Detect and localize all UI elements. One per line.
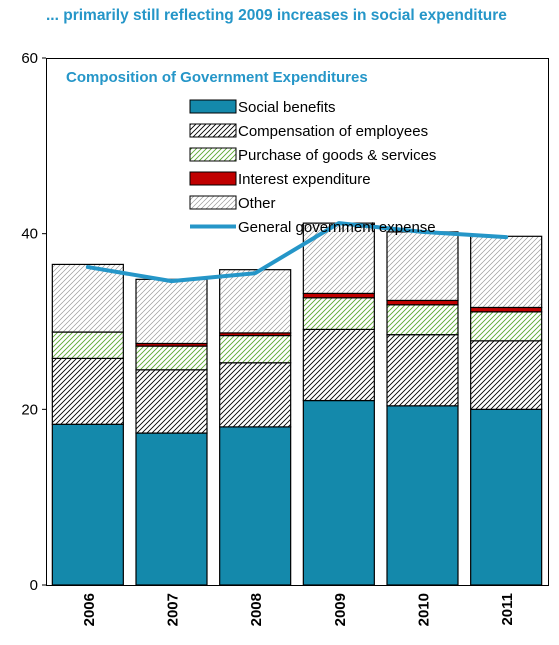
bar-segment-social-benefits: [386, 405, 459, 586]
legend-swatch: [189, 99, 237, 114]
x-tick-label: 2011: [499, 593, 516, 626]
bar-segment-interest-expenditure: [386, 299, 459, 306]
bar-segment-social-benefits: [51, 423, 124, 586]
bar-segment-social-benefits: [135, 432, 208, 586]
bar-segment-other: [470, 235, 543, 309]
bar-segment-purchase-of-goods-services: [302, 297, 375, 331]
header-title: ... primarily still reflecting 2009 incr…: [46, 7, 507, 24]
legend-label: General government expense: [238, 219, 436, 236]
legend-swatch: [189, 195, 237, 210]
bar-segment-compensation-of-employees: [302, 328, 375, 402]
legend-label: Compensation of employees: [238, 123, 428, 140]
y-tick-label: 0: [30, 577, 38, 594]
bar-segment-compensation-of-employees: [219, 362, 292, 428]
x-tick-label: 2010: [416, 593, 433, 626]
legend-label: Interest expenditure: [238, 171, 371, 188]
chart-title: Composition of Government Expenditures: [66, 69, 368, 86]
bar-segment-compensation-of-employees: [135, 369, 208, 434]
bar-segment-social-benefits: [219, 426, 292, 586]
bar-segment-other: [219, 269, 292, 334]
bar-segment-social-benefits: [302, 399, 375, 586]
bar-segment-purchase-of-goods-services: [135, 345, 208, 371]
plot-frame: [46, 58, 549, 586]
legend-swatch: [189, 147, 237, 162]
bar-segment-other: [386, 231, 459, 302]
x-tick-label: 2009: [332, 593, 349, 626]
line-series-group: [85, 221, 509, 284]
legend-label: Social benefits: [238, 99, 336, 116]
legend-swatch: [189, 123, 237, 138]
bar-segment-purchase-of-goods-services: [386, 304, 459, 336]
x-tick-label: 2008: [248, 593, 265, 626]
legend-swatch: [189, 171, 237, 186]
bar-segment-purchase-of-goods-services: [51, 331, 124, 359]
x-tick-label: 2006: [81, 593, 98, 626]
bar-segment-social-benefits: [470, 408, 543, 586]
y-tick-label: 40: [21, 226, 38, 243]
x-tick-label: 2007: [165, 593, 182, 626]
bar-segment-compensation-of-employees: [386, 334, 459, 407]
bar-segment-interest-expenditure: [470, 306, 543, 313]
legend-label: Other: [238, 195, 276, 212]
bar-segment-purchase-of-goods-services: [470, 311, 543, 342]
bar-segment-compensation-of-employees: [470, 340, 543, 410]
y-tick-label: 60: [21, 50, 38, 67]
legend-label: Purchase of goods & services: [238, 147, 436, 164]
y-axis: 0 20 40 60: [21, 50, 46, 594]
y-tick-label: 20: [21, 401, 38, 418]
bar-segment-other: [135, 278, 208, 345]
bar-segment-interest-expenditure: [302, 292, 375, 299]
legend: Social benefits Compensation of employees…: [189, 99, 436, 236]
bar-segment-other: [302, 222, 375, 294]
bars-group: [51, 222, 543, 586]
bar-segment-compensation-of-employees: [51, 357, 124, 425]
bar-segment-other: [51, 263, 124, 333]
line-general-government-expense: [85, 221, 509, 284]
x-axis: 2006 2007 2008 2009 2010 2011: [81, 593, 516, 626]
bar-segment-purchase-of-goods-services: [219, 334, 292, 364]
